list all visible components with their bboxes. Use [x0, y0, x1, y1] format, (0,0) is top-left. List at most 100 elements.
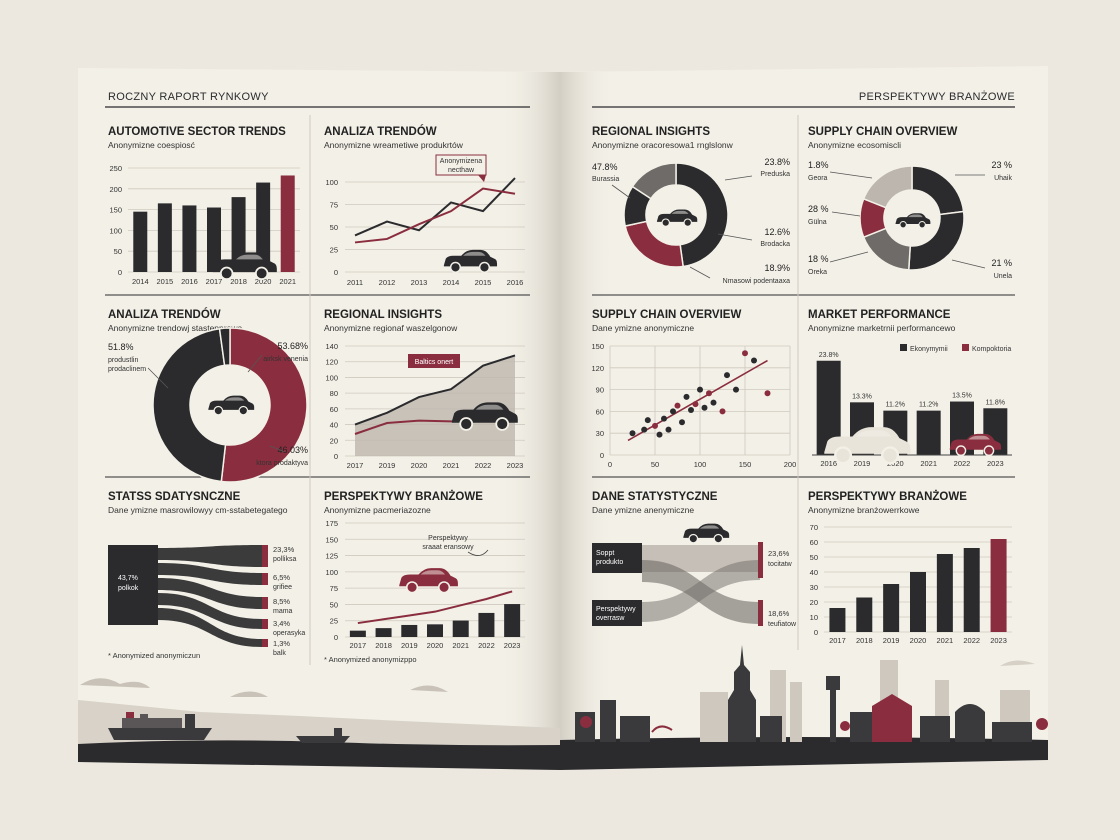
scatter-point [733, 386, 739, 393]
legend-swatch [900, 344, 907, 351]
y-tick-label: 25 [330, 617, 338, 626]
scatter-point [683, 393, 690, 400]
x-tick-label: 2020 [887, 459, 904, 468]
sankey-target-percent: 23,6% [768, 549, 790, 558]
y-tick-label: 80 [330, 389, 338, 398]
scatter-point [679, 419, 685, 426]
y-tick-label: 150 [109, 206, 122, 215]
sankey-source-label: Perspektywy overrasw [596, 606, 636, 622]
y-tick-label: 90 [596, 386, 604, 395]
scatter-point [641, 426, 648, 433]
sankey-source-node [592, 543, 642, 573]
slice-label: airksk venenia [263, 356, 308, 363]
sankey-target-node [262, 545, 268, 567]
sankey-target-label: mama [273, 608, 293, 615]
bar [990, 539, 1007, 632]
annotation-label: Anonymizena necthaw [440, 158, 483, 174]
x-tick-label: 2015 [157, 277, 174, 286]
y-tick-label: 50 [330, 223, 338, 232]
data-label: 11.2% [919, 402, 938, 409]
y-tick-label: 200 [109, 185, 122, 194]
bar [349, 630, 366, 637]
chart-title: PERSPEKTYWY BRANŻOWE [808, 490, 967, 503]
series-line [354, 354, 516, 426]
data-label: 13.5% [952, 393, 972, 400]
sankey-flow [158, 578, 262, 609]
bar [375, 628, 392, 637]
footnote: * Anonymized anonymizppo [324, 655, 417, 664]
sankey-target-label: grifiee [273, 584, 292, 591]
y-tick-label: 140 [325, 342, 338, 351]
chart-title: REGIONAL INSIGHTS [592, 126, 710, 138]
scatter-point [670, 408, 676, 415]
legend-label: Kompoktoria [972, 346, 1011, 353]
leader-line [724, 175, 753, 181]
y-tick-label: 0 [334, 268, 338, 277]
x-tick-label: 2013 [411, 278, 428, 287]
y-tick-label: 30 [810, 583, 818, 592]
sankey-target-node [262, 573, 268, 585]
y-tick-label: 20 [330, 436, 338, 445]
chart-analiza-trendow-line: ANALIZA TRENDÓW Anonymizne wreametiwe pro… [324, 125, 525, 287]
x-tick-label: 2021 [443, 461, 460, 470]
y-tick-label: 0 [334, 633, 338, 642]
x-tick-label: 2016 [507, 278, 524, 287]
y-tick-label: 50 [330, 600, 338, 609]
y-tick-label: 250 [109, 164, 122, 173]
sankey-flow [158, 563, 262, 585]
scatter-point [629, 430, 636, 437]
slice-percent: 12.6% [764, 227, 790, 237]
sankey-target-percent: 3,4% [273, 619, 290, 628]
chart-subtitle: Anonymizne coespiosć [108, 140, 196, 150]
chart-supply-chain-scatter: SUPPLY CHAIN OVERVIEW Dane ymizne anonymi… [591, 309, 796, 469]
y-tick-label: 0 [334, 452, 338, 461]
sankey-source-label: polkok [118, 585, 139, 592]
leader-line [147, 367, 169, 389]
scatter-point [688, 406, 694, 413]
x-tick-label: 200 [784, 460, 797, 469]
scatter-point [706, 390, 712, 397]
bar [504, 604, 521, 637]
gutter-shadow-right [560, 72, 615, 770]
x-tick-label: 2018 [230, 277, 247, 286]
y-tick-label: 60 [596, 407, 604, 416]
bar [936, 554, 953, 632]
bar [452, 620, 469, 637]
scatter-point [751, 357, 757, 364]
chart-subtitle: Dane ymizne anonymiczne [592, 323, 694, 333]
x-tick-label: 2021 [937, 636, 954, 645]
x-tick-label: 2014 [132, 277, 149, 286]
bar [427, 624, 443, 637]
area-fill [355, 355, 515, 456]
sankey-target-percent: 23,3% [273, 545, 295, 554]
legend-label: Ekonymymii [910, 346, 948, 353]
x-tick-label: 0 [608, 460, 612, 469]
chart-dane-statystyczne-sankey: DANE STATYSTYCZNE Dane ymizne anenymiczne… [592, 491, 797, 628]
header-right: PERSPEKTYWY BRANŻOWE [859, 90, 1015, 103]
y-tick-label: 120 [325, 358, 338, 367]
y-tick-label: 0 [814, 628, 818, 637]
slice-percent: 46.03% [277, 445, 308, 455]
y-tick-label: 0 [118, 268, 122, 277]
x-tick-label: 2023 [507, 461, 524, 470]
slice-label: Uhaik [994, 175, 1012, 182]
slice-label: Oreka [808, 269, 827, 276]
y-tick-label: 30 [596, 429, 604, 438]
scatter-point [764, 390, 771, 397]
x-tick-label: 2018 [856, 636, 873, 645]
chart-analiza-trendow-donut: ANALIZA TRENDÓW Anonymizne trendowj stast… [108, 308, 308, 483]
chart-title: REGIONAL INSIGHTS [324, 309, 442, 321]
sankey-target-percent: 1,3% [273, 639, 290, 648]
x-tick-label: 2021 [279, 277, 296, 286]
slice-label: Preduska [760, 171, 790, 178]
donut-slice [220, 327, 308, 483]
slice-label: Nmasowi podentaaxa [723, 278, 790, 285]
sankey-flow [158, 545, 262, 567]
harbor-illustration [78, 678, 560, 770]
x-tick-label: 2021 [920, 459, 937, 468]
scatter-point [710, 399, 717, 406]
header-left: ROCZNY RAPORT RYNKOWY [108, 91, 269, 103]
y-tick-label: 100 [325, 568, 338, 577]
sankey-source-node [108, 545, 158, 625]
